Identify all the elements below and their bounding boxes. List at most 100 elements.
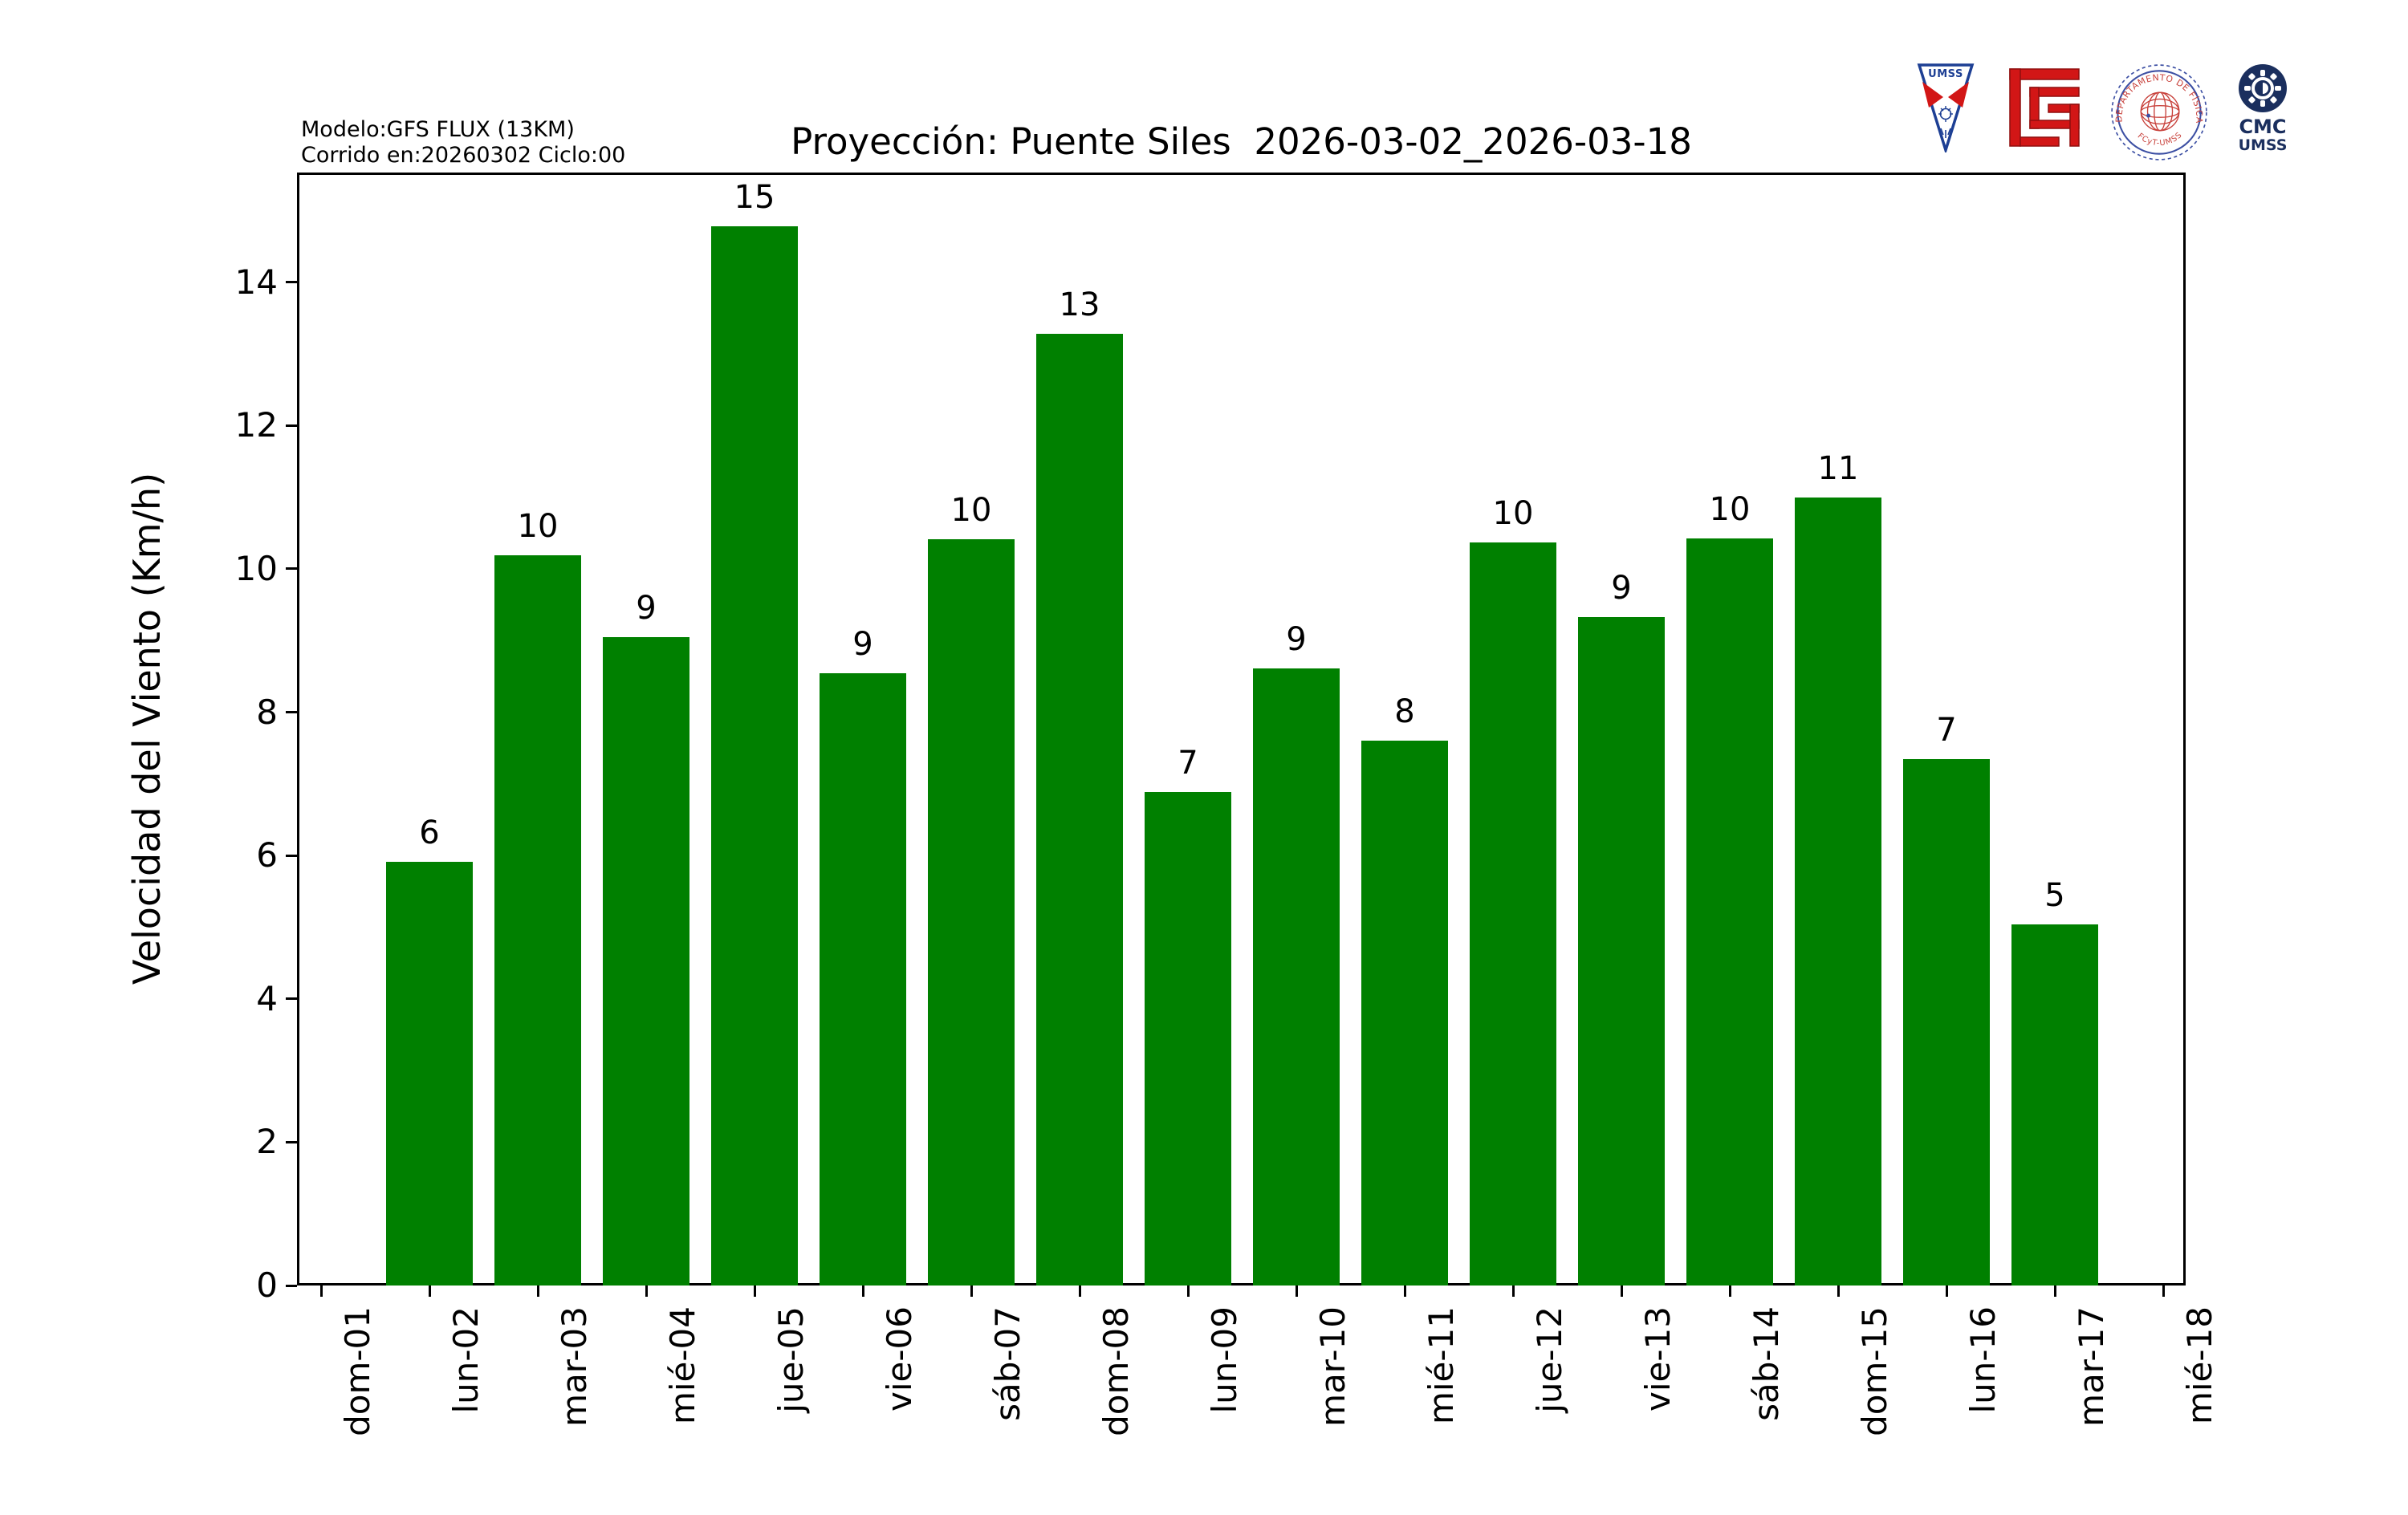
bar (2011, 924, 2098, 1286)
cmc-label-line1: CMC (2239, 116, 2286, 138)
x-tick-label: mié-04 (663, 1306, 702, 1425)
svg-text:DEPARTAMENTO DE FÍSICA: DEPARTAMENTO DE FÍSICA (2113, 72, 2204, 124)
bar-value-label: 8 (1394, 693, 1415, 731)
model-info: Modelo:GFS FLUX (13KM) Corrido en:202603… (301, 117, 625, 169)
bar-value-label: 5 (2044, 876, 2065, 914)
y-tick-mark (286, 711, 297, 713)
wind-forecast-chart-screen: Modelo:GFS FLUX (13KM) Corrido en:202603… (125, 63, 2326, 1436)
x-tick-mark (2162, 1286, 2165, 1297)
umss-pennant-label: UMSS (1928, 68, 1963, 80)
bar (1686, 538, 1773, 1286)
x-tick-label: vie-06 (880, 1306, 919, 1411)
bar (711, 225, 798, 1286)
x-tick-label: mié-11 (1422, 1306, 1461, 1425)
y-axis-label: Velocidad del Viento (Km/h) (125, 472, 169, 985)
x-tick-label: lun-16 (1963, 1306, 2003, 1414)
x-tick-label: lun-02 (446, 1306, 486, 1414)
cmc-logo-icon: CMC UMSS (2239, 64, 2288, 152)
x-tick-mark (428, 1286, 431, 1297)
bar (1361, 741, 1448, 1286)
y-tick-label: 2 (256, 1122, 278, 1162)
bar (494, 554, 581, 1286)
bar-value-label: 6 (419, 814, 440, 852)
x-tick-mark (1728, 1286, 1731, 1297)
x-tick-mark (1837, 1286, 1840, 1297)
bar-value-label: 13 (1059, 286, 1100, 323)
bar (928, 539, 1015, 1286)
x-tick-label: dom-01 (338, 1306, 377, 1436)
bar (603, 636, 689, 1286)
bar-value-label: 10 (517, 507, 559, 545)
x-tick-label: sáb-14 (1747, 1306, 1786, 1421)
y-tick-label: 14 (234, 262, 278, 302)
x-tick-mark (1620, 1286, 1623, 1297)
x-tick-mark (2053, 1286, 2056, 1297)
bar (386, 862, 473, 1286)
bar (1903, 759, 1990, 1286)
x-tick-mark (319, 1286, 323, 1297)
x-tick-mark (1078, 1286, 1081, 1297)
x-tick-mark (1295, 1286, 1298, 1297)
x-tick-label: sáb-07 (988, 1306, 1027, 1421)
bar (1578, 616, 1665, 1286)
umss-pennant-logo-icon: UMSS (1917, 63, 1975, 152)
bar (820, 673, 906, 1286)
x-tick-mark (1511, 1286, 1515, 1297)
x-tick-mark (536, 1286, 539, 1297)
x-tick-label: mar-10 (1313, 1306, 1352, 1427)
model-info-line2: Corrido en:20260302 Ciclo:00 (301, 143, 626, 168)
logo-row: UMSS (1917, 63, 2326, 171)
x-tick-label: dom-15 (1855, 1306, 1894, 1436)
bar-value-label: 15 (734, 178, 775, 216)
x-tick-mark (861, 1286, 864, 1297)
bar-value-label: 11 (1817, 449, 1859, 487)
x-tick-label: lun-09 (1205, 1306, 1244, 1414)
bar-value-label: 10 (950, 492, 992, 530)
bar-value-label: 7 (1936, 712, 1957, 749)
bar (1145, 791, 1231, 1286)
fcyt-maze-logo-icon (2009, 68, 2080, 147)
y-tick-mark (286, 281, 297, 284)
bar-value-label: 10 (1709, 491, 1751, 529)
fisica-seal-text-top: DEPARTAMENTO DE FÍSICA (2113, 72, 2204, 124)
y-tick-mark (286, 1140, 297, 1143)
y-tick-mark (286, 854, 297, 857)
bar-value-label: 9 (852, 626, 873, 664)
bar-value-label: 9 (1286, 621, 1307, 659)
y-tick-mark (286, 424, 297, 427)
x-tick-mark (753, 1286, 756, 1297)
y-tick-label: 0 (256, 1265, 278, 1305)
x-tick-mark (1945, 1286, 1948, 1297)
x-tick-label: jue-05 (771, 1306, 811, 1413)
bar (1470, 542, 1556, 1286)
chart-title: Proyección: Puente Siles 2026-03-02_2026… (791, 120, 1692, 163)
y-tick-mark (286, 567, 297, 571)
y-tick-mark (286, 997, 297, 1001)
x-tick-mark (1186, 1286, 1190, 1297)
x-tick-label: mar-17 (2072, 1306, 2111, 1427)
y-tick-label: 10 (234, 548, 278, 588)
x-tick-label: mar-03 (555, 1306, 594, 1427)
bar-value-label: 9 (636, 589, 657, 627)
x-tick-mark (1403, 1286, 1406, 1297)
bar (1253, 668, 1340, 1286)
x-tick-mark (970, 1286, 973, 1297)
fisica-seal-text-bottom: FCyT-UMSS (2136, 131, 2184, 148)
bar-value-label: 9 (1611, 569, 1632, 607)
bar-value-label: 10 (1492, 494, 1534, 532)
model-info-line1: Modelo:GFS FLUX (13KM) (301, 117, 575, 142)
bar (1795, 497, 1881, 1286)
y-tick-label: 4 (256, 978, 278, 1018)
fisica-seal-logo-icon: DEPARTAMENTO DE FÍSICA FCyT-UMSS (2111, 64, 2207, 160)
x-tick-label: jue-12 (1530, 1306, 1569, 1413)
y-tick-label: 8 (256, 692, 278, 732)
x-tick-label: mié-18 (2180, 1306, 2219, 1425)
x-tick-label: dom-08 (1096, 1306, 1136, 1436)
cmc-label-line2: UMSS (2239, 136, 2288, 152)
bar (1036, 333, 1123, 1286)
y-tick-label: 12 (234, 405, 278, 445)
svg-text:FCyT-UMSS: FCyT-UMSS (2136, 131, 2184, 148)
x-tick-mark (645, 1286, 648, 1297)
y-tick-label: 6 (256, 835, 278, 875)
x-tick-label: vie-13 (1638, 1306, 1678, 1411)
